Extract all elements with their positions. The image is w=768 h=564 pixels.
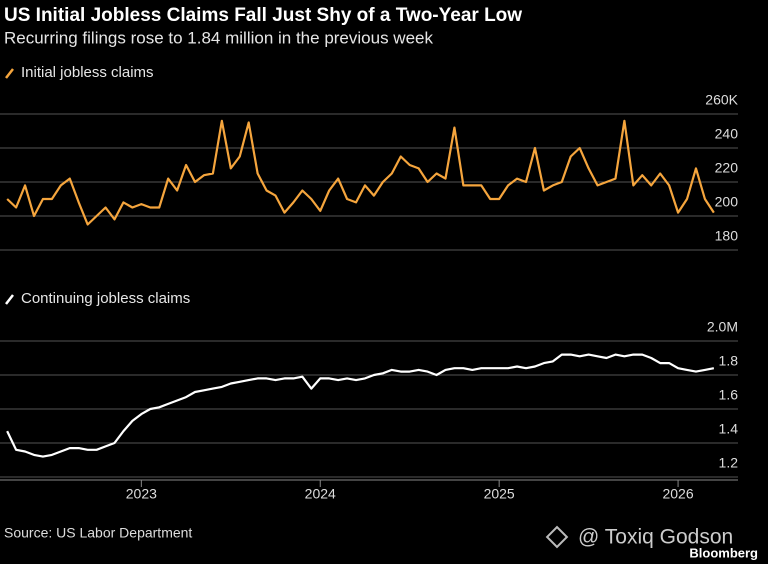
watermark-icon [545, 525, 569, 549]
legend-label: Initial jobless claims [21, 64, 154, 81]
y-tick-label: 2.0M [707, 319, 738, 335]
y-tick-label: 180 [715, 228, 739, 244]
chart-title: US Initial Jobless Claims Fall Just Shy … [4, 5, 522, 26]
data-line [6, 353, 715, 458]
x-tick-label: 2026 [662, 486, 693, 502]
source-note: Source: US Labor Department [4, 525, 192, 541]
legend-swatch [5, 294, 14, 305]
x-tick-label: 2023 [126, 486, 157, 502]
legend-swatch [5, 68, 14, 79]
y-tick-label: 1.6 [719, 387, 739, 403]
data-line [6, 119, 715, 226]
x-tick-label: 2024 [305, 486, 336, 502]
brand: Bloomberg [689, 545, 758, 560]
x-tick-label: 2025 [484, 486, 515, 502]
y-tick-label: 1.4 [719, 421, 739, 437]
y-tick-label: 260K [705, 92, 738, 108]
y-tick-label: 1.2 [719, 455, 739, 471]
y-tick-label: 220 [715, 160, 739, 176]
y-tick-label: 1.8 [719, 353, 739, 369]
y-tick-label: 240 [715, 126, 739, 142]
watermark: @ Toxiq Godson [578, 526, 733, 549]
legend-label: Continuing jobless claims [21, 290, 190, 307]
chart-subtitle: Recurring filings rose to 1.84 million i… [4, 28, 433, 47]
y-tick-label: 200 [715, 194, 739, 210]
